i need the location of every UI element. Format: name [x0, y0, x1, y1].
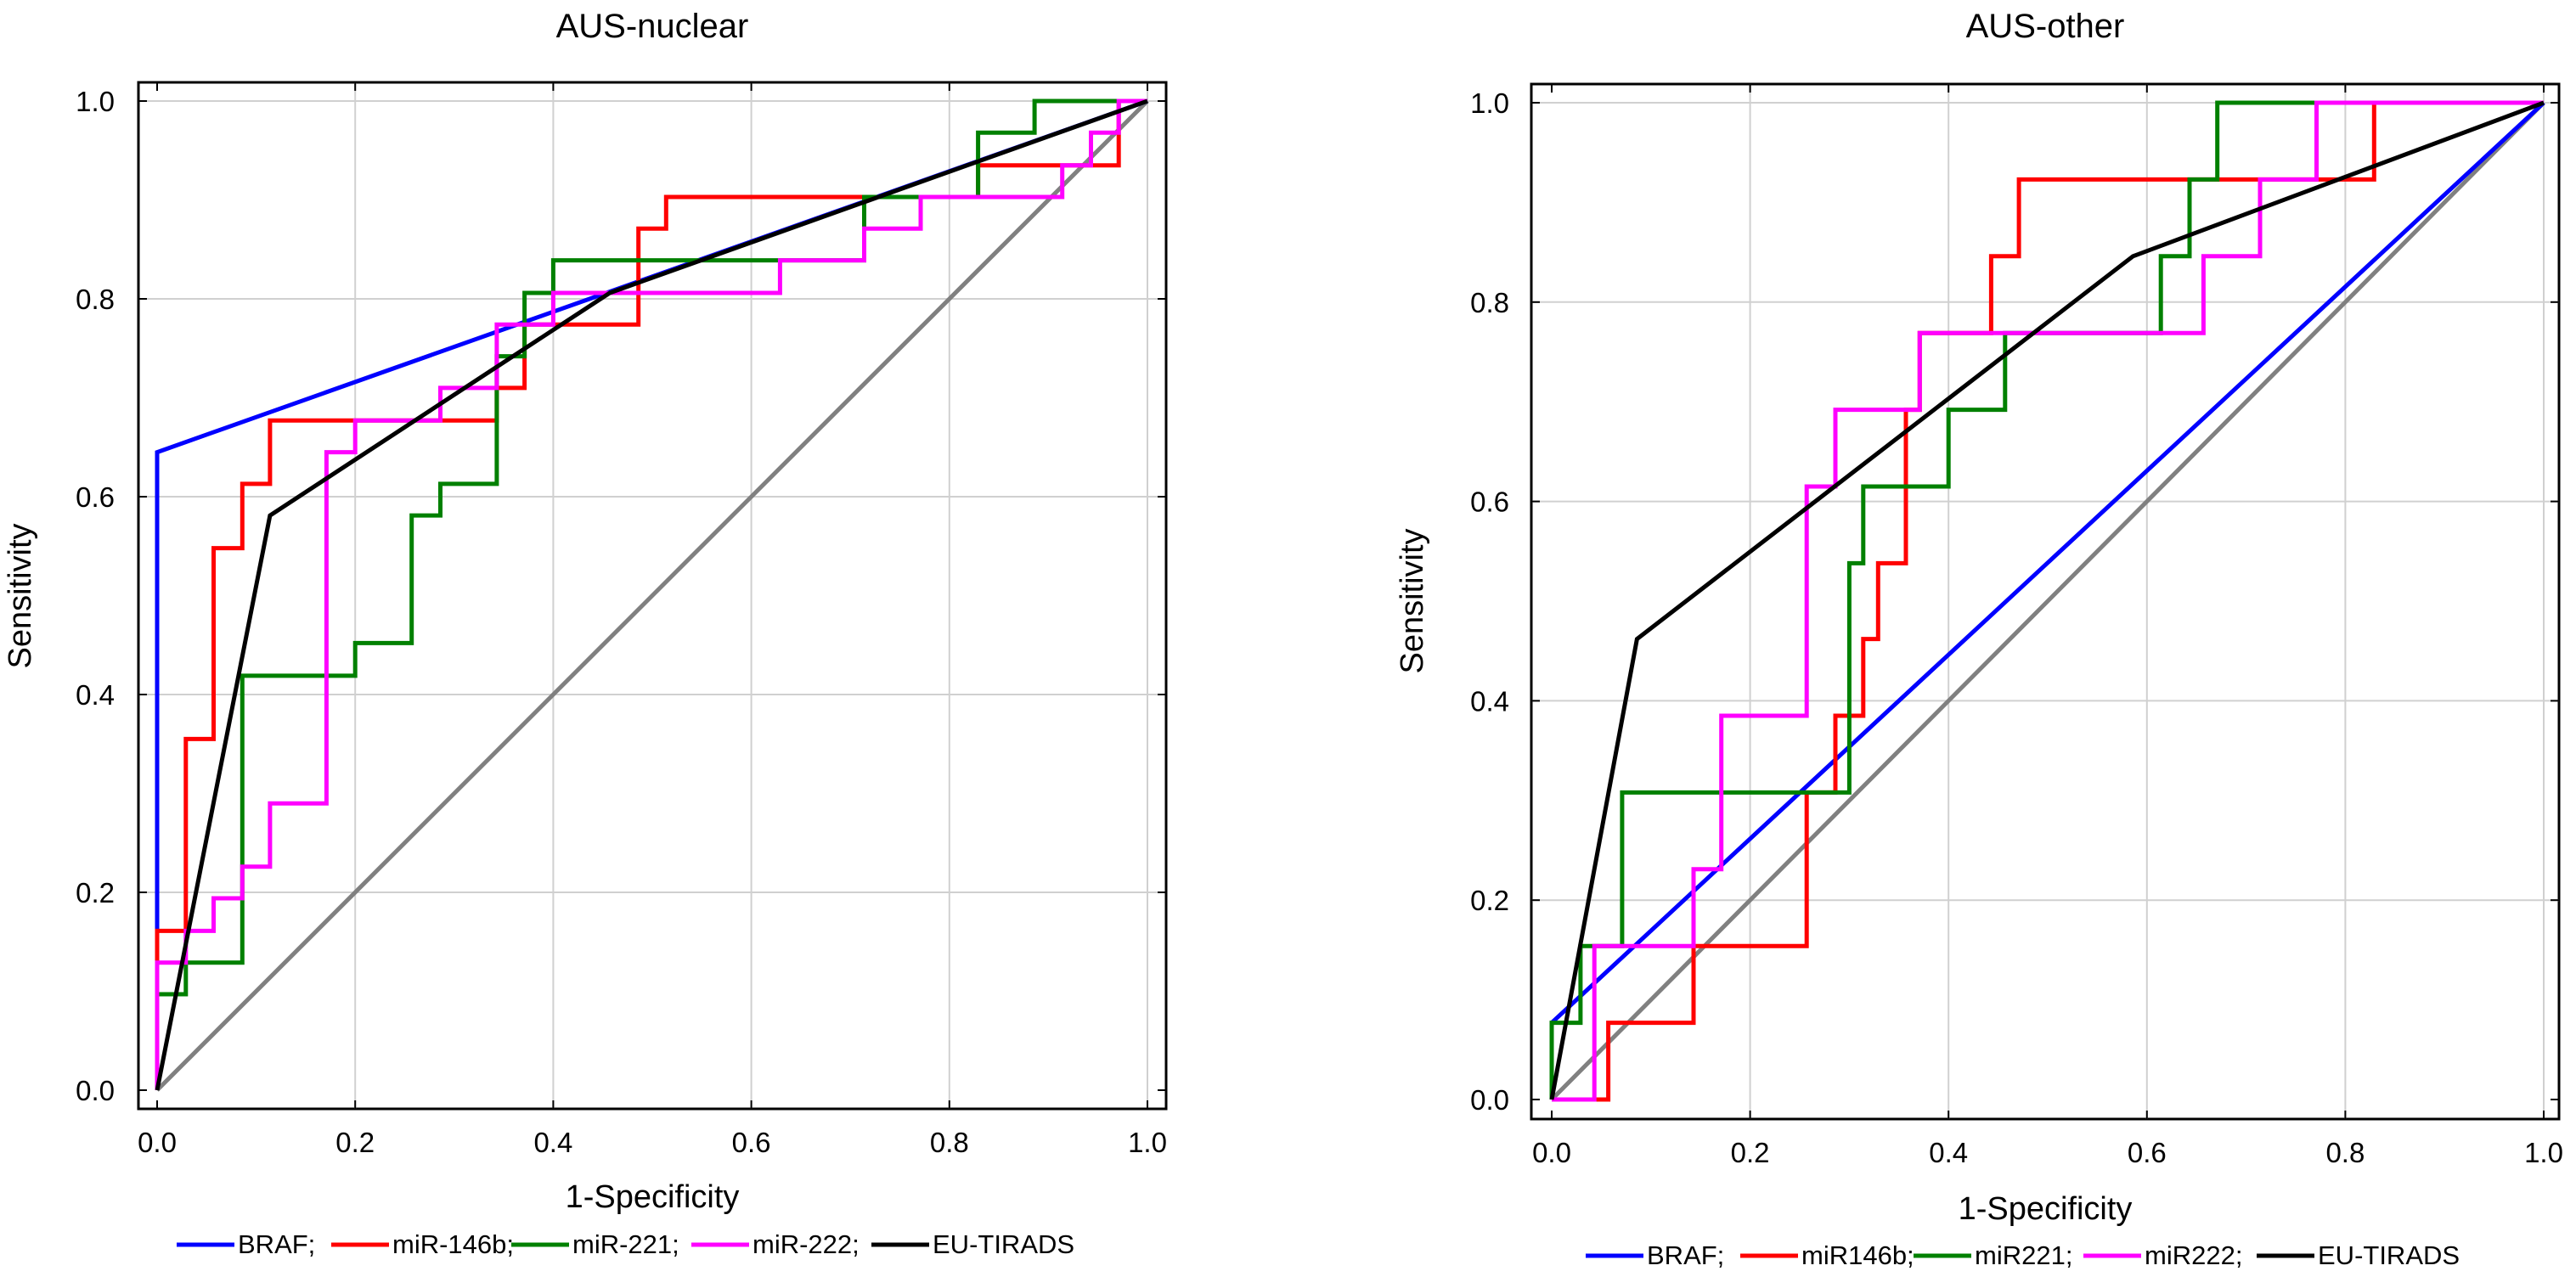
legend-label-braf: BRAF; — [1647, 1240, 1724, 1270]
legend-label-eu-tirads: EU-TIRADS — [2318, 1240, 2460, 1270]
y-tick-label: 0.6 — [76, 481, 115, 513]
legend-label-mir-146b: miR-146b; — [392, 1229, 514, 1259]
series-line-eu-tirads — [1549, 100, 2545, 1100]
x-axis-label: 1-Specificity — [1959, 1191, 2133, 1227]
y-tick-label: 0.6 — [1470, 487, 1509, 518]
legend-label-mir-222: miR-222; — [753, 1229, 860, 1259]
x-tick-label: 0.8 — [2325, 1137, 2365, 1168]
x-tick-label: 0.2 — [335, 1127, 375, 1158]
legend-label-mir146b: miR146b; — [1801, 1240, 1914, 1270]
x-axis-label: 1-Specificity — [566, 1179, 740, 1215]
x-tick-label: 0.2 — [1731, 1137, 1770, 1168]
chart-aus-other: 0.0 0.2 0.4 0.6 0.8 1.0 0.0 0.2 0.4 0.6 0.8 1.0 AUS-… — [1395, 8, 2563, 1270]
y-tick-label: 1.0 — [1470, 87, 1509, 119]
reference-diagonal — [1550, 101, 2545, 1101]
legend-label-eu-tirads: EU-TIRADS — [933, 1229, 1074, 1259]
y-tick-label: 1.0 — [76, 86, 115, 117]
y-tick-label: 0.4 — [76, 679, 115, 711]
x-tick-label: 1.0 — [1128, 1127, 1167, 1158]
legend: BRAF; miR-146b; miR-221; miR-222; EU-TIRADS — [177, 1229, 1074, 1259]
series-line-eu-tirads — [155, 98, 1148, 1091]
y-tick-label: 0.8 — [76, 284, 115, 315]
legend: BRAF; miR146b; miR221; miR222; EU-TIRADS — [1586, 1240, 2460, 1270]
legend-label-mir222: miR222; — [2145, 1240, 2242, 1270]
y-tick-label: 0.4 — [1470, 685, 1509, 717]
y-tick-label: 0.2 — [76, 877, 115, 908]
y-axis-label: Sensitivity — [1395, 528, 1430, 673]
chart-title: AUS-other — [1966, 8, 2125, 45]
legend-label-mir-221: miR-221; — [572, 1229, 679, 1259]
x-tick-label: 0.0 — [138, 1127, 177, 1158]
legend-label-mir221: miR221; — [1975, 1240, 2072, 1270]
series-line-mir-222 — [155, 98, 1147, 1090]
x-tick-label: 1.0 — [2524, 1137, 2563, 1168]
x-tick-label: 0.0 — [1532, 1137, 1571, 1168]
chart-title: AUS-nuclear — [556, 8, 749, 45]
y-tick-label: 0.0 — [1470, 1084, 1509, 1116]
x-tick-label: 0.8 — [930, 1127, 969, 1158]
x-tick-label: 0.4 — [533, 1127, 572, 1158]
series-line-mir222 — [1552, 100, 2544, 1102]
legend-label-braf: BRAF; — [238, 1229, 315, 1259]
x-tick-label: 0.4 — [1929, 1137, 1968, 1168]
x-tick-label: 0.6 — [2128, 1137, 2167, 1168]
x-tick-label: 0.6 — [732, 1127, 771, 1158]
y-tick-label: 0.2 — [1470, 885, 1509, 916]
chart-aus-nuclear: 0.0 0.2 0.4 0.6 0.8 1.0 0.0 0.2 0.4 0.6 0.8 1.0 AUS-… — [3, 8, 1168, 1259]
y-tick-label: 0.0 — [76, 1075, 115, 1106]
y-axis-label: Sensitivity — [3, 523, 38, 668]
y-tick-label: 0.8 — [1470, 287, 1509, 318]
reference-diagonal — [155, 99, 1149, 1092]
series-line-mir146b — [1552, 100, 2544, 1102]
